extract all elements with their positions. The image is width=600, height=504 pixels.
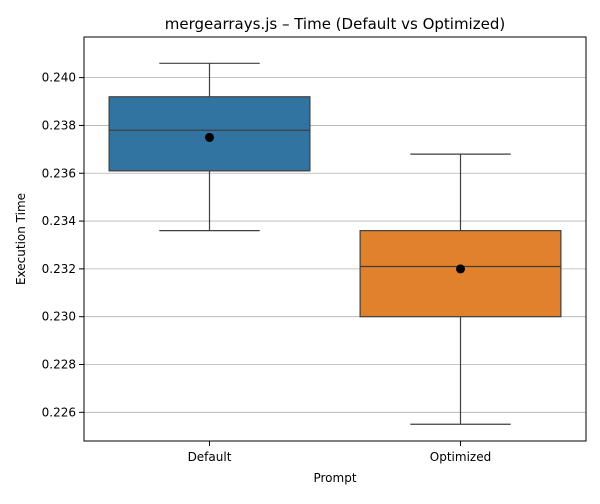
y-axis-ticks: 0.226 0.228 0.230 0.232 0.234 0.236 0.238 0.240 xyxy=(42,71,84,419)
y-tick-label: 0.238 xyxy=(42,118,76,132)
box-series xyxy=(108,62,562,425)
x-axis-label: Prompt xyxy=(313,471,356,485)
x-tick-label: Default xyxy=(188,450,232,464)
y-tick-label: 0.236 xyxy=(42,166,76,180)
grid-lines xyxy=(84,77,586,413)
mean-marker xyxy=(205,132,214,142)
y-tick-label: 0.230 xyxy=(42,310,76,324)
iqr-box xyxy=(359,230,562,318)
x-tick-label: Optimized xyxy=(430,450,491,464)
chart-title: mergearrays.js – Time (Default vs Optimi… xyxy=(165,15,505,33)
y-tick-label: 0.232 xyxy=(42,262,76,276)
y-tick-label: 0.228 xyxy=(42,358,76,372)
y-tick-label: 0.234 xyxy=(42,214,76,228)
y-tick-label: 0.240 xyxy=(42,71,76,85)
y-axis-label: Execution Time xyxy=(14,193,28,285)
y-tick-label: 0.226 xyxy=(42,405,76,419)
plot-area-frame xyxy=(83,36,587,442)
mean-marker xyxy=(456,264,465,274)
x-axis-ticks: Default Optimized xyxy=(188,441,491,464)
